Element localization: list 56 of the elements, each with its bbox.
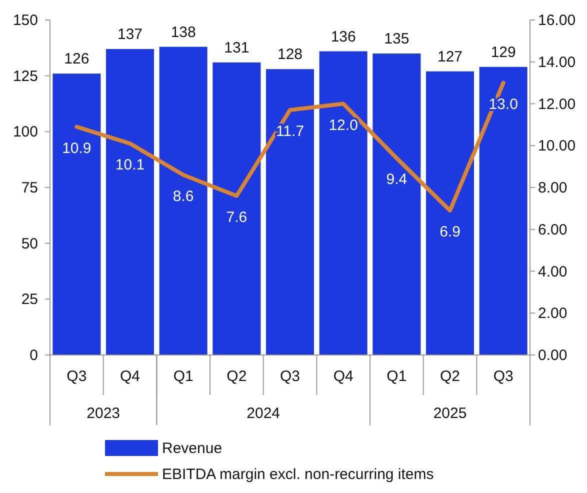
y-tick-label: 150 — [12, 12, 38, 29]
x-tick-label: Q3 — [280, 368, 300, 385]
data-label: 128 — [277, 46, 303, 64]
data-label: 138 — [170, 24, 196, 41]
y2-tick-label: 10.00 — [538, 138, 576, 155]
bar — [266, 69, 314, 355]
bar — [52, 74, 101, 355]
y-tick-label: 75 — [21, 180, 38, 196]
text: 2024 — [246, 405, 280, 422]
x-tick-label: Q2 — [226, 368, 247, 385]
data-label: 135 — [384, 30, 410, 48]
bar — [426, 71, 474, 355]
data-label: 11.7 — [276, 123, 304, 140]
data-label: 8.6 — [172, 188, 194, 205]
legend-label: EBITDA margin excl. non-recurring items — [162, 466, 434, 483]
x-tick-label: Q4 — [120, 368, 140, 385]
x-tick-label: Q2 — [440, 368, 460, 385]
data-label: 131 — [224, 39, 250, 56]
bar — [372, 54, 421, 355]
data-label: 136 — [330, 28, 356, 46]
data-label: 127 — [437, 48, 463, 66]
data-label: 6.9 — [440, 224, 460, 241]
bar — [212, 62, 261, 355]
bar — [479, 66, 528, 355]
y2-tick-label: 14.00 — [538, 54, 576, 71]
data-label: 126 — [64, 50, 90, 68]
y2-tick-label: 12.00 — [538, 96, 576, 113]
data-label: 137 — [117, 26, 143, 44]
y2-tick-label: 0.00 — [538, 347, 568, 364]
y2-tick-label: 2.00 — [538, 305, 568, 322]
data-label: 7.6 — [226, 208, 248, 226]
data-label: 10.1 — [115, 156, 145, 174]
bar — [319, 51, 368, 355]
legend-label: Revenue — [162, 440, 222, 457]
y2-tick-label: 16.00 — [538, 12, 576, 29]
text: 2025 — [433, 405, 467, 422]
x-tick-label: Q3 — [66, 368, 87, 385]
x-tick-label: Q1 — [386, 368, 407, 385]
y-tick-label: 0 — [30, 347, 38, 364]
data-label: 10.9 — [62, 140, 92, 157]
y-tick-label: 125 — [12, 68, 38, 85]
text: 2023 — [86, 405, 120, 422]
x-tick-label: Q3 — [493, 368, 514, 385]
y-tick-label: 100 — [12, 124, 38, 141]
bar — [159, 46, 208, 355]
y-tick-label: 50 — [21, 235, 38, 252]
data-label: 129 — [490, 44, 516, 61]
y2-tick-label: 4.00 — [538, 263, 568, 280]
y-tick-label: 25 — [21, 291, 38, 308]
x-tick-label: Q4 — [333, 368, 354, 385]
bar — [106, 49, 154, 355]
x-tick-label: Q1 — [173, 368, 194, 385]
y2-tick-label: 6.00 — [538, 221, 568, 238]
data-label: 9.4 — [386, 171, 408, 188]
data-label: 12.0 — [328, 116, 358, 134]
y2-tick-label: 8.00 — [538, 180, 568, 196]
